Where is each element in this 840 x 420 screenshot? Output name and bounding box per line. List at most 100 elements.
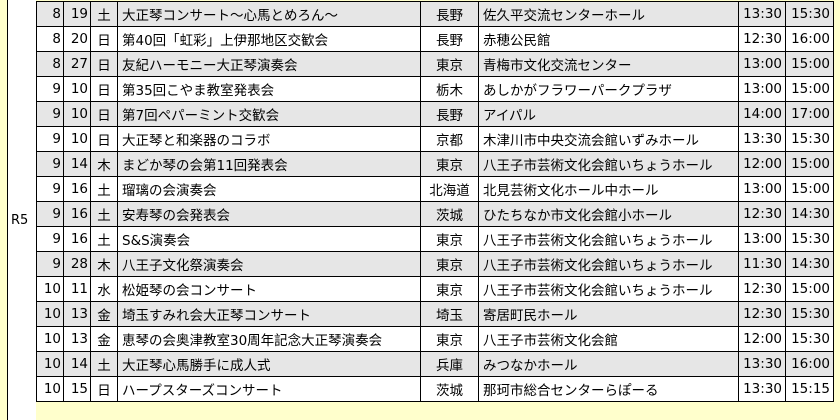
event-name-cell: 安寿琴の会発表会 xyxy=(117,201,421,227)
table-row: 10 15 日ハープスターズコンサート 茨城 那珂市総合センターらぽーる 13:30 15:… xyxy=(36,376,834,402)
table-row: 9 10 日第35回こやま教室発表会 栃木 あしかがフラワーパークプラザ 13:00 15:… xyxy=(36,76,834,102)
month-cell: 10 xyxy=(36,301,64,327)
prefecture-cell: 栃木 xyxy=(420,76,479,102)
table-row: 9 10 日第7回ペパーミント交歓会 長野 アイパル 14:00 17:00 xyxy=(36,101,834,127)
day-cell: 11 xyxy=(63,276,91,302)
prefecture-cell: 東京 xyxy=(420,51,479,77)
venue-cell: 赤穂公民館 xyxy=(478,26,739,52)
prefecture-cell: 東京 xyxy=(420,251,479,277)
table-row: 10 14 土大正琴心馬勝手に成人式 兵庫 みつなかホール 13:30 16:00 xyxy=(36,351,834,377)
weekday-cell: 日 xyxy=(90,101,118,127)
event-name-cell: 松姫琴の会コンサート xyxy=(117,276,421,302)
month-cell: 9 xyxy=(36,126,64,152)
day-cell: 14 xyxy=(63,351,91,377)
venue-cell: 寄居町民ホール xyxy=(478,301,739,327)
day-cell: 10 xyxy=(63,126,91,152)
end-time-cell: 15:30 xyxy=(785,226,834,252)
era-cell: R5 xyxy=(7,0,36,420)
start-time-cell: 12:00 xyxy=(738,326,786,352)
end-time-cell: 15:15 xyxy=(785,376,834,402)
event-name-cell: ハープスターズコンサート xyxy=(117,376,421,402)
weekday-cell: 水 xyxy=(90,276,118,302)
table-row: 9 16 土安寿琴の会発表会 茨城 ひたちなか市文化会館小ホール 12:30 14:30 xyxy=(36,201,834,227)
start-time-cell: 13:00 xyxy=(738,226,786,252)
event-name-cell: まどか琴の会第11回発表会 xyxy=(117,151,421,177)
end-time-cell: 15:30 xyxy=(785,1,834,27)
table-row: 8 27 日友紀ハーモニー大正琴演奏会 東京 青梅市文化交流センター 13:00 15:00 xyxy=(36,51,834,77)
end-time-cell: 15:30 xyxy=(785,326,834,352)
day-cell: 13 xyxy=(63,326,91,352)
month-cell: 9 xyxy=(36,201,64,227)
weekday-cell: 日 xyxy=(90,26,118,52)
event-name-cell: 恵琴の会奥津教室30周年記念大正琴演奏会 xyxy=(117,326,421,352)
end-time-cell: 15:00 xyxy=(785,176,834,202)
end-time-cell: 16:00 xyxy=(785,351,834,377)
start-time-cell: 12:30 xyxy=(738,201,786,227)
event-name-cell: 第40回「虹彩」上伊那地区交歓会 xyxy=(117,26,421,52)
month-cell: 9 xyxy=(36,251,64,277)
start-time-cell: 13:00 xyxy=(738,176,786,202)
end-time-cell: 15:00 xyxy=(785,151,834,177)
weekday-cell: 木 xyxy=(90,251,118,277)
venue-cell: 八王子市芸術文化会館いちょうホール xyxy=(478,226,739,252)
start-time-cell: 13:00 xyxy=(738,76,786,102)
weekday-cell: 土 xyxy=(90,1,118,27)
event-name-cell: 大正琴と和楽器のコラボ xyxy=(117,126,421,152)
table-row: 9 28 木八王子文化祭演奏会 東京 八王子市芸術文化会館いちょうホール 11:30 14:… xyxy=(36,251,834,277)
table-row: 8 20 日第40回「虹彩」上伊那地区交歓会 長野 赤穂公民館 12:30 16:00 xyxy=(36,26,834,52)
month-cell: 8 xyxy=(36,26,64,52)
prefecture-cell: 茨城 xyxy=(420,376,479,402)
weekday-cell: 土 xyxy=(90,201,118,227)
day-cell: 10 xyxy=(63,101,91,127)
table-row: 10 11 水松姫琴の会コンサート 東京 八王子市芸術文化会館いちょうホール 12:30 1… xyxy=(36,276,834,302)
day-cell: 16 xyxy=(63,176,91,202)
start-time-cell: 12:00 xyxy=(738,151,786,177)
start-time-cell: 13:30 xyxy=(738,126,786,152)
table-row: 9 10 日大正琴と和楽器のコラボ 京都 木津川市中央交流会館いずみホール 13:30 15… xyxy=(36,126,834,152)
table-row: 9 16 土瑠璃の会演奏会 北海道 北見芸術文化ホール中ホール 13:00 15:00 xyxy=(36,176,834,202)
day-cell: 14 xyxy=(63,151,91,177)
prefecture-cell: 東京 xyxy=(420,326,479,352)
start-time-cell: 12:30 xyxy=(738,276,786,302)
prefecture-cell: 長野 xyxy=(420,26,479,52)
prefecture-cell: 長野 xyxy=(420,1,479,27)
venue-cell: 八王子市芸術文化会館いちょうホール xyxy=(478,151,739,177)
event-name-cell: 大正琴コンサート～心馬とめろん～ xyxy=(117,1,421,27)
month-cell: 10 xyxy=(36,276,64,302)
day-cell: 13 xyxy=(63,301,91,327)
end-time-cell: 15:30 xyxy=(785,301,834,327)
start-time-cell: 13:30 xyxy=(738,351,786,377)
venue-cell: アイパル xyxy=(478,101,739,127)
end-time-cell: 16:00 xyxy=(785,26,834,52)
event-name-cell: 友紀ハーモニー大正琴演奏会 xyxy=(117,51,421,77)
day-cell: 15 xyxy=(63,376,91,402)
day-cell: 28 xyxy=(63,251,91,277)
weekday-cell: 土 xyxy=(90,351,118,377)
venue-cell: 青梅市文化交流センター xyxy=(478,51,739,77)
weekday-cell: 日 xyxy=(90,51,118,77)
weekday-cell: 土 xyxy=(90,176,118,202)
end-time-cell: 15:30 xyxy=(785,126,834,152)
event-table: 8 19 土大正琴コンサート～心馬とめろん～ 長野 佐久平交流センターホール 13:30 1… xyxy=(36,1,834,402)
month-cell: 10 xyxy=(36,376,64,402)
venue-cell: 北見芸術文化ホール中ホール xyxy=(478,176,739,202)
era-label: R5 xyxy=(11,213,29,228)
event-name-cell: 瑠璃の会演奏会 xyxy=(117,176,421,202)
table-row: 8 19 土大正琴コンサート～心馬とめろん～ 長野 佐久平交流センターホール 13:30 1… xyxy=(36,1,834,27)
prefecture-cell: 埼玉 xyxy=(420,301,479,327)
month-cell: 9 xyxy=(36,226,64,252)
event-name-cell: 埼玉すみれ会大正琴コンサート xyxy=(117,301,421,327)
end-time-cell: 15:00 xyxy=(785,276,834,302)
day-cell: 10 xyxy=(63,76,91,102)
table-row: 10 13 金埼玉すみれ会大正琴コンサート 埼玉 寄居町民ホール 12:30 15:30 xyxy=(36,301,834,327)
start-time-cell: 13:30 xyxy=(738,1,786,27)
prefecture-cell: 北海道 xyxy=(420,176,479,202)
event-name-cell: 第35回こやま教室発表会 xyxy=(117,76,421,102)
venue-cell: みつなかホール xyxy=(478,351,739,377)
month-cell: 10 xyxy=(36,351,64,377)
start-time-cell: 11:30 xyxy=(738,251,786,277)
month-cell: 9 xyxy=(36,101,64,127)
event-name-cell: 大正琴心馬勝手に成人式 xyxy=(117,351,421,377)
venue-cell: 八王子市芸術文化会館いちょうホール xyxy=(478,251,739,277)
day-cell: 20 xyxy=(63,26,91,52)
